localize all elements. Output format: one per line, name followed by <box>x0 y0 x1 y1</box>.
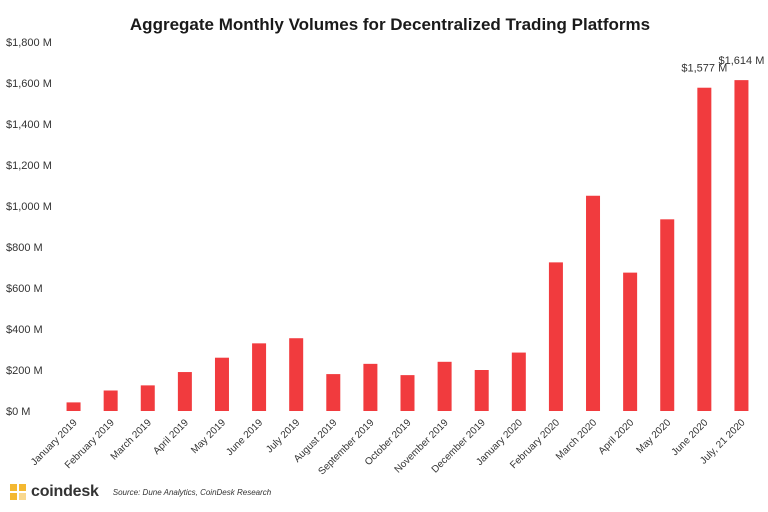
data-labels: $1,577 M$1,614 M <box>681 55 764 75</box>
coindesk-logo-icon <box>10 484 26 500</box>
bar <box>474 370 489 411</box>
bar <box>289 338 304 411</box>
y-axis: $0 M $200 M $400 M $600 M $800 M $1,000 M $1,2… <box>6 37 52 418</box>
y-tick-label: $200 M <box>6 365 43 377</box>
y-tick-label: $1,800 M <box>6 37 52 49</box>
x-tick-label: April 2020 <box>597 417 637 457</box>
bar <box>697 87 712 411</box>
bar <box>252 343 267 411</box>
bar <box>326 374 341 411</box>
y-tick-label: $600 M <box>6 283 43 295</box>
bar <box>511 352 526 411</box>
source-note: Source: Dune Analytics, CoinDesk Researc… <box>112 487 272 497</box>
x-tick-label: May 2020 <box>635 417 674 456</box>
x-tick-label: May 2019 <box>189 417 228 456</box>
y-tick-label: $1,000 M <box>6 201 52 213</box>
bar <box>400 375 415 411</box>
data-label: $1,614 M <box>719 55 765 67</box>
x-tick-label: June 2019 <box>224 417 265 458</box>
x-tick-label: March 2019 <box>109 417 154 462</box>
bar <box>103 390 118 411</box>
bar <box>548 262 563 411</box>
y-tick-label: $1,400 M <box>6 119 52 131</box>
bars <box>66 80 749 411</box>
y-tick-label: $1,200 M <box>6 160 52 172</box>
bar <box>177 372 192 411</box>
footer: coindesk Source: Dune Analytics, CoinDes… <box>10 480 271 504</box>
bar <box>660 219 675 411</box>
bar <box>734 80 749 411</box>
bar <box>140 385 155 411</box>
y-tick-label: $0 M <box>6 406 30 418</box>
data-label: $1,577 M <box>681 63 727 75</box>
x-tick-label: July 2019 <box>264 417 302 455</box>
bar <box>214 357 229 411</box>
x-tick-label: April 2019 <box>151 417 191 457</box>
bar <box>66 402 81 411</box>
y-tick-label: $1,600 M <box>6 78 52 90</box>
x-tick-label: March 2020 <box>554 417 599 462</box>
chart-title: Aggregate Monthly Volumes for Decentrali… <box>130 15 650 34</box>
brand-name: coindesk <box>31 483 99 500</box>
bar <box>586 195 601 411</box>
y-tick-label: $400 M <box>6 324 43 336</box>
bar <box>437 361 452 411</box>
bar <box>623 272 638 411</box>
bar <box>363 363 378 411</box>
y-tick-label: $800 M <box>6 242 43 254</box>
